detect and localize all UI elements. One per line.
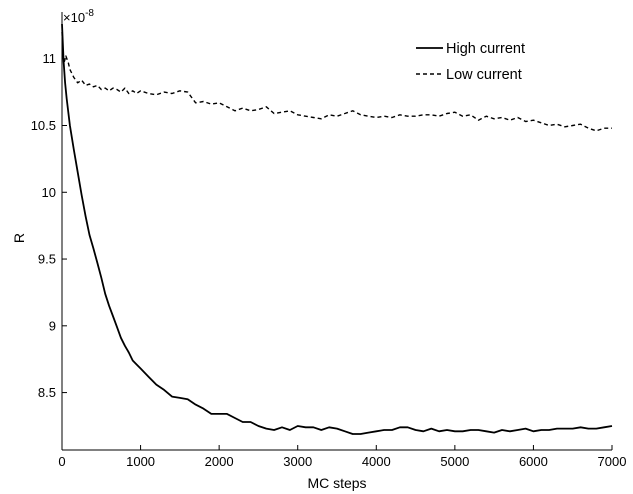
x-tick-label: 3000 <box>283 454 312 469</box>
y-tick-label: 11 <box>43 51 57 66</box>
x-tick-label: 2000 <box>205 454 234 469</box>
x-axis-ticks: 0 1000 2000 3000 4000 5000 6000 7000 <box>58 445 626 469</box>
y-tick-label: 10 <box>42 185 56 200</box>
x-tick-label: 0 <box>58 454 65 469</box>
legend-label-low-current: Low current <box>446 67 522 83</box>
y-tick-label: 8.5 <box>38 385 56 400</box>
series-line-low-current <box>61 31 612 132</box>
legend-label-high-current: High current <box>446 41 525 57</box>
y-tick-label: 9.5 <box>38 252 56 267</box>
legend: High current Low current <box>416 41 525 83</box>
y-tick-label: 10.5 <box>31 118 56 133</box>
x-tick-label: 7000 <box>598 454 627 469</box>
x-tick-label: 4000 <box>362 454 391 469</box>
y-tick-label: 9 <box>49 318 56 333</box>
y-axis-label: R <box>11 233 27 243</box>
x-tick-label: 5000 <box>440 454 469 469</box>
x-axis-label: MC steps <box>307 475 366 491</box>
series-line-high-current <box>61 23 613 435</box>
x-tick-label: 6000 <box>519 454 548 469</box>
plot-area <box>61 12 612 451</box>
x-tick-label: 1000 <box>126 454 155 469</box>
series-lines <box>61 23 613 435</box>
y-axis-exponent-label: ×10-8 <box>63 8 94 25</box>
